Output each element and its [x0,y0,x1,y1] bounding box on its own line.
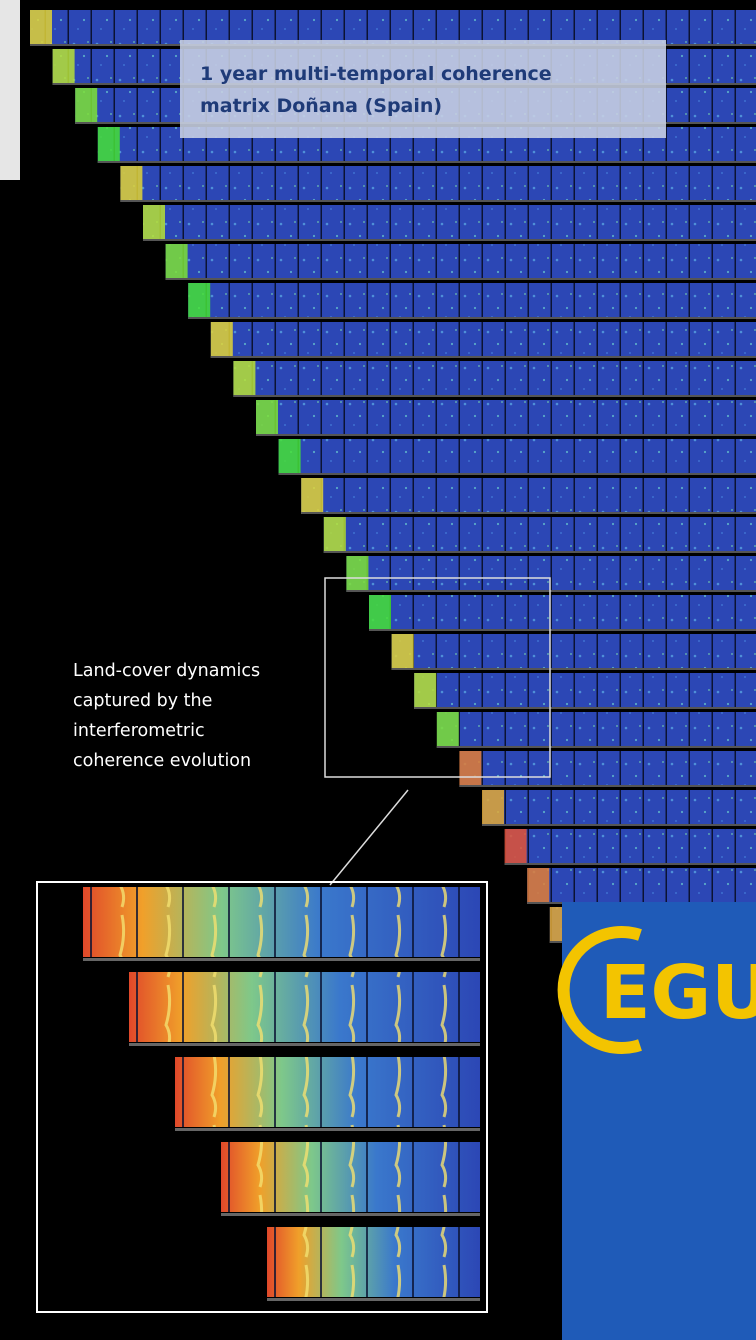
diagonal-tile [459,751,482,787]
zoom-box [324,577,551,778]
diagonal-tile [436,712,459,748]
row-label-strip [301,512,756,514]
matrix-row [369,595,756,631]
row-label-strip [391,668,756,670]
diagonal-tile [188,283,211,319]
diagonal-tile [165,244,188,280]
diagonal-tile [278,439,301,475]
diagonal-tile [527,868,550,904]
row-label-strip [323,551,756,553]
annotation-line: captured by the [73,691,212,711]
matrix-row [414,673,756,709]
row-label-strip [482,824,756,826]
inset-date-strip [267,1298,480,1301]
diagonal-tile [143,205,165,241]
diagonal-tile [30,10,52,46]
row-label-strip [346,590,756,592]
matrix-row [391,634,756,670]
inset-row-detail [267,1227,480,1297]
title-line: matrix Doñana (Spain) [200,95,442,117]
matrix-row [278,439,756,475]
row-label-strip [143,239,756,241]
screen-edge [0,0,20,180]
matrix-row [256,400,756,436]
diagonal-tile [369,595,391,631]
matrix-row [188,283,756,319]
diagonal-tile [52,49,75,85]
diagonal-tile [346,556,369,592]
diagonal-tile [120,166,143,202]
row-label-strip [97,161,756,163]
logo-box [562,902,756,1340]
title-box [180,40,666,138]
inset-date-strip [221,1213,480,1216]
row-label-strip [120,200,756,202]
annotation-line: interferometric [73,721,205,741]
matrix-row [301,478,756,514]
inset-date-strip [83,958,480,961]
inset-row-detail [175,1057,480,1127]
matrix-row [143,205,756,241]
matrix-row [527,868,756,904]
row-label-strip [459,785,756,787]
diagonal-tile [301,478,324,514]
row-label-strip [436,746,756,748]
diagonal-tile [414,673,437,709]
matrix-row [436,712,756,748]
row-label-strip [233,395,756,397]
matrix-row [210,322,756,358]
inset [83,887,480,1301]
matrix-row [482,790,756,826]
diagonal-tile [323,517,346,553]
logo-text: EGU [600,950,756,1036]
diagonal-tile [482,790,504,826]
row-label-strip [188,317,756,319]
matrix-row [504,829,756,865]
zoom-connector [329,789,409,886]
inset-frame [36,881,488,1313]
diagonal-tile [233,361,256,397]
diagonal-tile [256,400,278,436]
annotation-line: Land-cover dynamics [73,661,260,681]
matrix-row [120,166,756,202]
row-label-strip [210,356,756,358]
row-label-strip [369,629,756,631]
annotation-line: coherence evolution [73,751,251,771]
matrix-row [323,517,756,553]
matrix-row [165,244,756,280]
diagonal-tile [210,322,233,358]
matrix-row [459,751,756,787]
diagonal-tile [504,829,527,865]
matrix-row [346,556,756,592]
diagonal-tile [97,127,120,163]
inset-date-strip [129,1043,480,1046]
logo-ring [557,926,642,1054]
title-line: 1 year multi-temporal coherence [200,63,552,85]
inset-date-strip [175,1128,480,1131]
inset-row-detail [221,1142,480,1212]
inset-row-detail [129,972,480,1042]
row-label-strip [414,707,756,709]
row-label-strip [165,278,756,280]
row-label-strip [256,434,756,436]
row-label-strip [278,473,756,475]
diagonal-tile [391,634,414,670]
inset-row-detail [83,887,480,957]
row-label-strip [504,863,756,865]
matrix-row [233,361,756,397]
diagonal-tile [75,88,98,124]
